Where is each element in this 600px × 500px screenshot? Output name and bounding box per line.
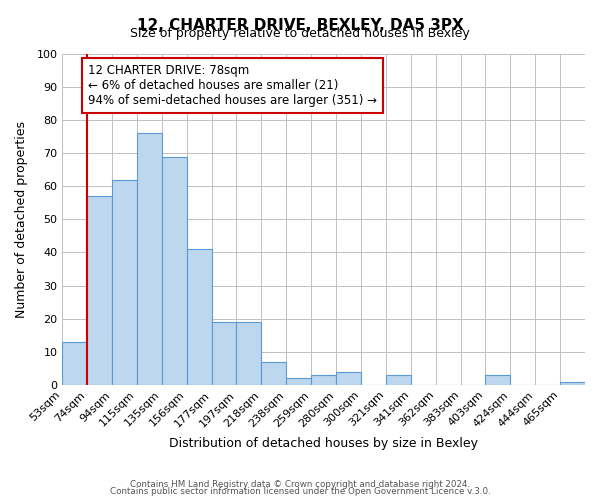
Bar [386,375,411,385]
Bar [162,156,187,385]
Text: Contains public sector information licensed under the Open Government Licence v.: Contains public sector information licen… [110,487,490,496]
Bar [560,382,585,385]
Bar [485,375,511,385]
Y-axis label: Number of detached properties: Number of detached properties [15,121,28,318]
Bar [336,372,361,385]
Bar [262,362,286,385]
Bar [112,180,137,385]
Text: 12, CHARTER DRIVE, BEXLEY, DA5 3PX: 12, CHARTER DRIVE, BEXLEY, DA5 3PX [137,18,463,32]
Text: Size of property relative to detached houses in Bexley: Size of property relative to detached ho… [130,28,470,40]
Bar [62,342,87,385]
Bar [187,249,212,385]
Text: 12 CHARTER DRIVE: 78sqm
← 6% of detached houses are smaller (21)
94% of semi-det: 12 CHARTER DRIVE: 78sqm ← 6% of detached… [88,64,377,107]
X-axis label: Distribution of detached houses by size in Bexley: Distribution of detached houses by size … [169,437,478,450]
Bar [286,378,311,385]
Text: Contains HM Land Registry data © Crown copyright and database right 2024.: Contains HM Land Registry data © Crown c… [130,480,470,489]
Bar [212,322,236,385]
Bar [87,196,112,385]
Bar [137,134,162,385]
Bar [236,322,262,385]
Bar [311,375,336,385]
